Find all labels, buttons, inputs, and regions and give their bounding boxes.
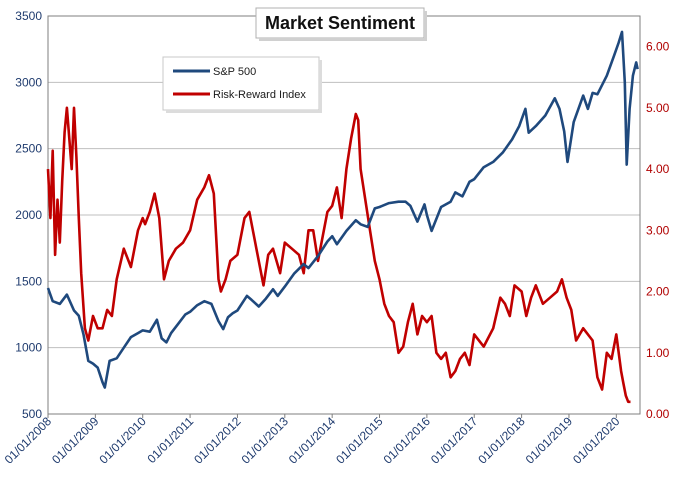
left-tick-label: 3500 [15, 9, 42, 23]
legend: S&P 500 Risk-Reward Index [162, 56, 322, 113]
right-tick-label: 3.00 [646, 223, 670, 237]
left-tick-label: 500 [22, 407, 42, 421]
right-axis-ticks: 0.00 1.00 2.00 3.00 4.00 5.00 6.00 [646, 40, 670, 421]
left-tick-label: 2000 [15, 208, 42, 222]
left-axis-ticks: 500 1000 1500 2000 2500 3000 3500 [15, 9, 42, 421]
legend-label-risk-reward: Risk-Reward Index [213, 89, 306, 101]
series-line-risk-reward [46, 106, 631, 404]
right-tick-label: 5.00 [646, 101, 670, 115]
right-tick-label: 1.00 [646, 346, 670, 360]
right-tick-label: 0.00 [646, 407, 670, 421]
left-tick-label: 1500 [15, 274, 42, 288]
left-tick-label: 2500 [15, 142, 42, 156]
series-line-sp500 [46, 30, 639, 389]
left-tick-label: 3000 [15, 75, 42, 89]
left-tick-label: 1000 [15, 341, 42, 355]
chart-title: Market Sentiment [265, 13, 415, 33]
right-tick-label: 6.00 [646, 40, 670, 54]
right-tick-label: 4.00 [646, 162, 670, 176]
series-layer [46, 30, 639, 404]
chart-title-box: Market Sentiment [255, 7, 427, 41]
legend-label-sp500: S&P 500 [213, 66, 256, 78]
right-tick-label: 2.00 [646, 285, 670, 299]
